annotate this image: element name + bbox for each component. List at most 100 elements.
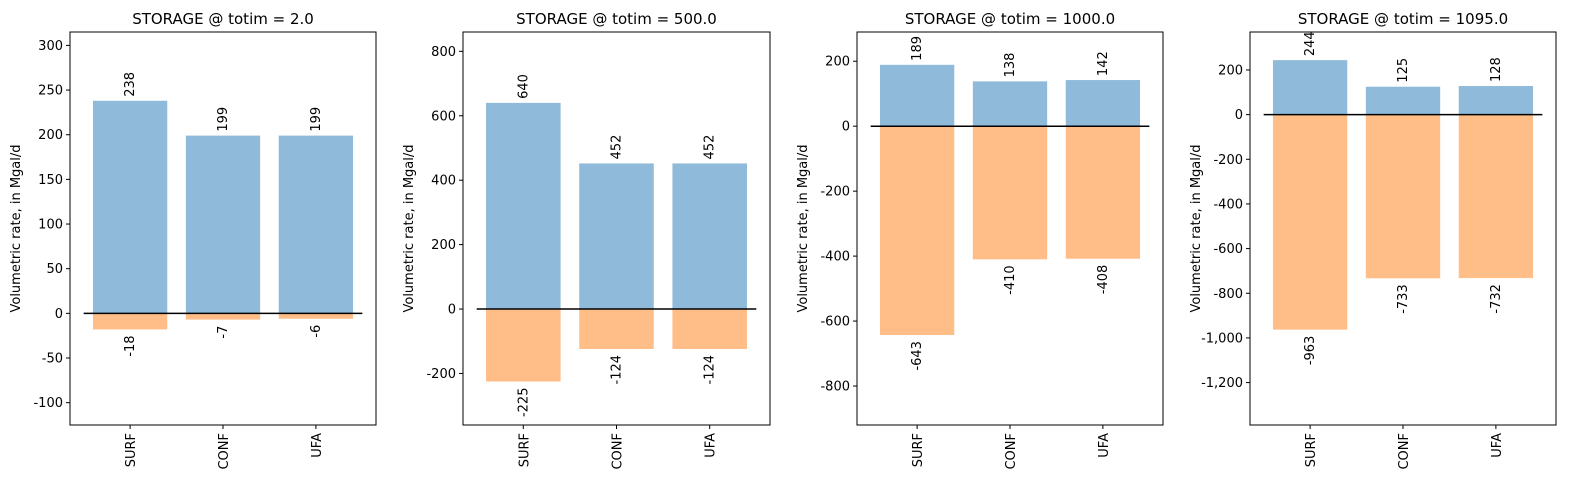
data-label: -124 xyxy=(703,355,718,385)
data-label: -963 xyxy=(1303,336,1318,366)
negative-bar-surf xyxy=(1272,114,1348,330)
data-label: 128 xyxy=(1489,57,1504,82)
positive-bar-ufa xyxy=(1065,80,1141,127)
y-tick-label: -400 xyxy=(820,250,850,265)
x-tick-label: SURF xyxy=(911,433,926,467)
x-tick-label: CONF xyxy=(611,433,626,470)
data-label: 238 xyxy=(123,72,138,97)
positive-bar-surf xyxy=(92,100,168,314)
data-label: -225 xyxy=(516,388,531,418)
chart-title: STORAGE @ totim = 2.0 xyxy=(132,10,314,28)
negative-bar-surf xyxy=(879,126,955,336)
data-label: -7 xyxy=(216,326,231,339)
chart-panel-1: 238 199 199 -18 -7 -6 -100 -50 0 50 100 150 200 250 30… xyxy=(9,10,377,470)
y-axis-label: Volumetric rate, in Mgal/d xyxy=(9,144,24,312)
negative-bar-conf xyxy=(972,126,1048,260)
y-tick-label: 0 xyxy=(448,303,456,318)
x-tick-label: CONF xyxy=(1004,433,1019,470)
positive-bar-conf xyxy=(579,163,654,310)
data-label: 142 xyxy=(1096,51,1111,76)
y-tick-label: 200 xyxy=(38,128,63,143)
negative-bar-surf xyxy=(486,309,561,382)
y-tick-label: 100 xyxy=(38,218,63,233)
negative-bar-conf xyxy=(1365,114,1441,279)
positive-bar-surf xyxy=(486,102,561,310)
y-tick-label: 400 xyxy=(431,174,456,189)
data-label: -6 xyxy=(309,325,324,338)
y-tick-label: -100 xyxy=(33,396,63,411)
x-tick-label: UFA xyxy=(1097,433,1112,458)
y-tick-label: 200 xyxy=(1218,63,1243,78)
chart-panel-2: 640 452 452 -225 -124 -124 -200 0 200 400 600 800 SU… xyxy=(402,10,771,470)
data-label: 199 xyxy=(309,107,324,132)
data-label: 125 xyxy=(1396,58,1411,83)
y-tick-label: -200 xyxy=(820,185,850,200)
positive-bar-ufa xyxy=(672,163,747,310)
x-tick-label: SURF xyxy=(1304,433,1319,467)
chart-panel-4: 244 125 128 -963 -733 -732 -1,200 -1,000 -800 -60… xyxy=(1189,10,1557,470)
positive-bar-surf xyxy=(879,64,955,127)
y-tick-label: 150 xyxy=(38,173,63,188)
x-tick-label: CONF xyxy=(217,433,232,470)
positive-bar-ufa xyxy=(1458,86,1534,115)
y-tick-label: 50 xyxy=(46,262,63,277)
y-tick-label: 0 xyxy=(1235,108,1243,123)
positive-bar-conf xyxy=(1365,86,1441,115)
y-tick-label: -600 xyxy=(1213,242,1243,257)
y-axis-label: Volumetric rate, in Mgal/d xyxy=(796,144,811,312)
x-tick-label: UFA xyxy=(704,433,719,458)
y-axis-label: Volumetric rate, in Mgal/d xyxy=(402,144,417,312)
data-label: 199 xyxy=(216,107,231,132)
negative-bar-conf xyxy=(185,313,261,320)
y-tick-label: 600 xyxy=(431,109,456,124)
y-tick-label: -800 xyxy=(1213,287,1243,302)
y-tick-label: -1,200 xyxy=(1201,376,1243,391)
positive-bar-conf xyxy=(185,135,261,314)
data-label: 138 xyxy=(1003,53,1018,78)
x-tick-label: UFA xyxy=(1490,433,1505,458)
data-label: 452 xyxy=(703,135,718,160)
y-tick-label: 800 xyxy=(431,45,456,60)
positive-bar-conf xyxy=(972,81,1048,127)
data-label: -410 xyxy=(1003,265,1018,295)
y-tick-label: 250 xyxy=(38,84,63,99)
data-label: 244 xyxy=(1303,31,1318,56)
data-label: -408 xyxy=(1096,265,1111,295)
positive-bar-surf xyxy=(1272,60,1348,115)
y-tick-label: -800 xyxy=(820,380,850,395)
y-tick-label: 0 xyxy=(55,307,63,322)
negative-bar-ufa xyxy=(672,309,747,349)
y-tick-label: -400 xyxy=(1213,197,1243,212)
y-axis-label: Volumetric rate, in Mgal/d xyxy=(1189,144,1204,312)
y-tick-label: -200 xyxy=(426,367,456,382)
y-tick-label: 200 xyxy=(431,238,456,253)
negative-bar-conf xyxy=(579,309,654,349)
y-tick-label: -200 xyxy=(1213,153,1243,168)
chart-title: STORAGE @ totim = 1095.0 xyxy=(1298,10,1508,28)
chart-panel-3: 189 138 142 -643 -410 -408 -800 -600 -400 -200 0 20… xyxy=(796,10,1164,470)
negative-bar-ufa xyxy=(1065,126,1141,259)
data-label: -18 xyxy=(123,335,138,356)
data-label: -733 xyxy=(1396,284,1411,314)
data-label: 189 xyxy=(910,36,925,61)
data-label: 452 xyxy=(610,135,625,160)
y-tick-label: 200 xyxy=(825,55,850,70)
x-tick-label: SURF xyxy=(517,433,532,467)
data-label: -643 xyxy=(910,341,925,371)
x-tick-label: CONF xyxy=(1397,433,1412,470)
data-label: 640 xyxy=(516,74,531,99)
negative-bar-ufa xyxy=(1458,114,1534,279)
y-tick-label: -1,000 xyxy=(1201,331,1243,346)
x-tick-label: UFA xyxy=(310,433,325,458)
y-tick-label: 0 xyxy=(842,120,850,135)
x-tick-label: SURF xyxy=(124,433,139,467)
chart-title: STORAGE @ totim = 500.0 xyxy=(516,10,717,28)
negative-bar-ufa xyxy=(278,313,354,319)
data-label: -124 xyxy=(610,355,625,385)
chart-title: STORAGE @ totim = 1000.0 xyxy=(905,10,1115,28)
y-tick-label: -600 xyxy=(820,315,850,330)
negative-bar-surf xyxy=(92,313,168,330)
positive-bar-ufa xyxy=(278,135,354,314)
